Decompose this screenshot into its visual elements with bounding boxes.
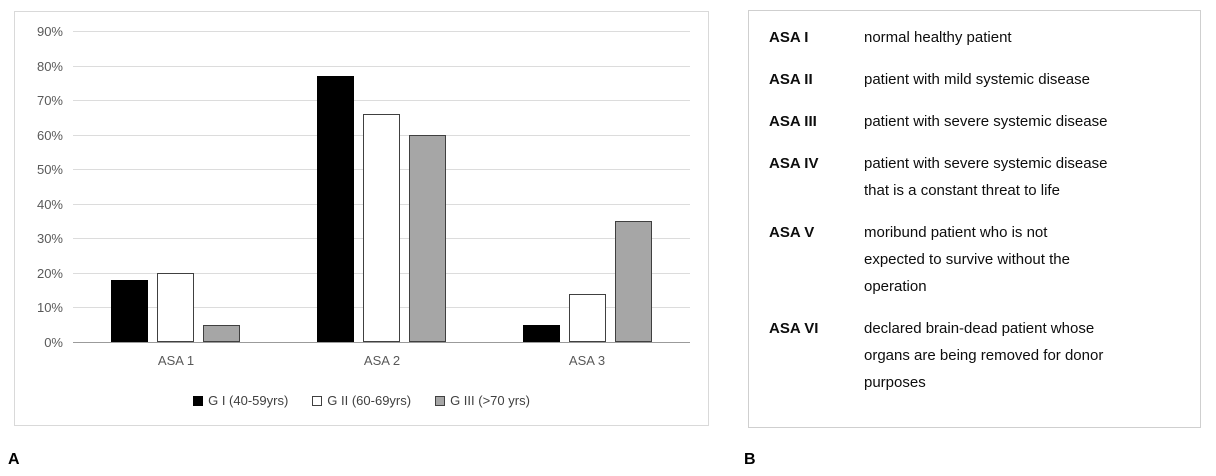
y-tick-label: 30% [36, 231, 63, 246]
chart-panel: 0% 10% 20% 30% 40% 50% 60% 70% 80% 90% ASA 1 ASA 2… [14, 11, 709, 426]
legend-swatch-icon [193, 395, 204, 406]
asa-description: patient with severe systemic disease tha… [864, 155, 1108, 199]
y-tick-label: 10% [36, 300, 63, 315]
y-tick-label: 70% [36, 93, 63, 108]
bar-asa-1-s2 [157, 273, 194, 342]
asa-row: ASA II patient with mild systemic disease [769, 66, 1182, 93]
bar-asa-3-s2 [569, 294, 606, 342]
bar-asa-2-s2 [363, 114, 400, 342]
gridline [73, 66, 690, 67]
gridline [73, 100, 690, 101]
legend-label: G II (60-69yrs) [327, 393, 412, 408]
x-category-label: ASA 2 [363, 353, 401, 368]
bar-asa-2-s3 [409, 135, 446, 342]
x-category-label: ASA 3 [568, 353, 606, 368]
legend-label: G III (>70 yrs) [450, 393, 530, 408]
asa-description: patient with severe systemic disease [864, 113, 1108, 130]
chart-legend: G I (40-59yrs) G II (60-69yrs) G III (>70 … [15, 393, 708, 408]
bar-asa-1-s3 [203, 325, 240, 342]
x-category-label: ASA 1 [157, 353, 195, 368]
asa-description: moribund patient who is not expected to … [864, 224, 1070, 295]
y-tick-label: 0% [44, 335, 63, 350]
asa-row: ASA III patient with severe systemic dise… [769, 108, 1182, 135]
asa-row: ASA VI declared brain-dead patient whose … [769, 315, 1182, 396]
legend-item: G I (40-59yrs) [193, 393, 288, 408]
bar-asa-3-s3 [615, 221, 652, 342]
asa-term: ASA VI [769, 320, 819, 337]
asa-term: ASA IV [769, 155, 819, 172]
asa-row: ASA V moribund patient who is not expecte… [769, 219, 1182, 300]
x-axis-line [73, 342, 690, 343]
asa-description: normal healthy patient [864, 29, 1012, 46]
y-tick-label: 80% [36, 59, 63, 74]
asa-term: ASA V [769, 224, 815, 241]
y-tick-label: 90% [36, 24, 63, 39]
legend-item: G III (>70 yrs) [435, 393, 530, 408]
panel-a-label: A [8, 451, 20, 468]
legend-item: G II (60-69yrs) [312, 393, 411, 408]
asa-description: declared brain-dead patient whose organs… [864, 320, 1104, 391]
y-tick-label: 40% [36, 197, 63, 212]
y-tick-label: 20% [36, 266, 63, 281]
bar-asa-2-s1 [317, 76, 354, 342]
asa-term: ASA II [769, 71, 813, 88]
y-tick-label: 50% [36, 162, 63, 177]
legend-swatch-icon [312, 395, 323, 406]
asa-row: ASA IV patient with severe systemic disea… [769, 150, 1182, 204]
legend-label: G I (40-59yrs) [208, 393, 289, 408]
asa-description: patient with mild systemic disease [864, 71, 1090, 88]
bar-asa-1-s1 [111, 280, 148, 342]
asa-term: ASA I [769, 29, 809, 46]
asa-row: ASA I normal healthy patient [769, 24, 1182, 51]
legend-swatch-icon [435, 395, 446, 406]
asa-classification-panel: ASA I normal healthy patient ASA II patient… [748, 10, 1201, 428]
bar-asa-3-s1 [523, 325, 560, 342]
y-tick-label: 60% [36, 128, 63, 143]
panel-b-label: B [744, 451, 756, 468]
gridline [73, 31, 690, 32]
asa-term: ASA III [769, 113, 817, 130]
